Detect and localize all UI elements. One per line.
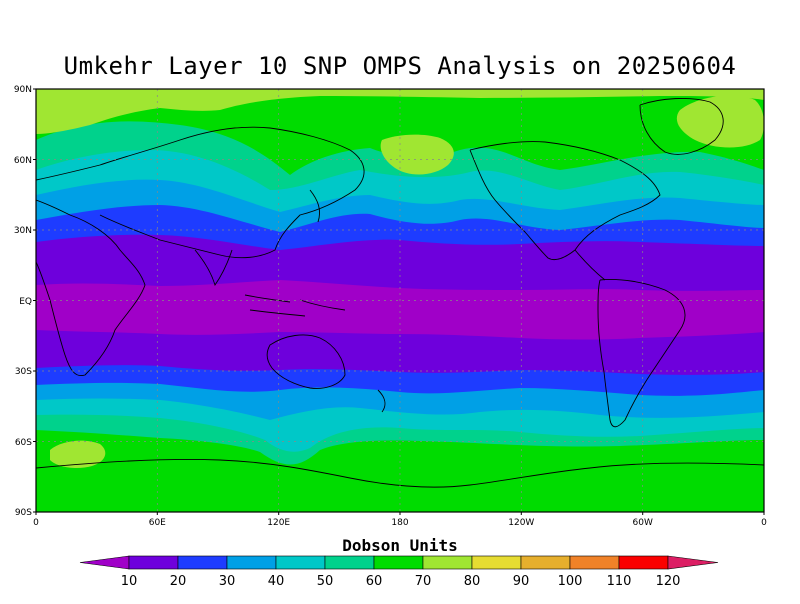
gridlines — [36, 89, 764, 512]
x-tick-labels: 0 60E 120E 180 120W 60W 0 — [33, 518, 767, 528]
coast-indonesia — [244, 294, 346, 317]
xtick-120e: 120E — [267, 518, 290, 528]
colorbar-label: 20 — [170, 574, 187, 589]
coast-australia — [266, 334, 346, 389]
y-tick-labels: 90N 60N 30N EQ 30S 60S 90S — [14, 85, 32, 518]
colorbar-cell — [569, 555, 620, 570]
colorbar-label: 40 — [268, 574, 285, 589]
colorbar-cell — [373, 555, 424, 570]
colorbar-label: 30 — [219, 574, 236, 589]
blob-bering — [380, 134, 454, 175]
coast-africa — [36, 199, 146, 377]
colorbar-title: Dobson Units — [342, 536, 458, 555]
colorbar — [79, 555, 719, 570]
chart-title: Umkehr Layer 10 SNP OMPS Analysis on 202… — [63, 52, 737, 80]
coast-greenland — [639, 98, 724, 155]
colorbar-cell — [324, 555, 375, 570]
ytick-30n: 30N — [14, 226, 32, 236]
colorbar-cell — [618, 555, 669, 570]
coast-south-america — [597, 279, 686, 428]
colorbar-cell — [275, 555, 326, 570]
ytick-60s: 60S — [15, 438, 32, 448]
band-equator — [36, 280, 764, 340]
coast-india — [194, 249, 233, 287]
colorbar-arrow-high — [667, 555, 719, 570]
ytick-60n: 60N — [14, 156, 32, 166]
colorbar-label: 90 — [513, 574, 530, 589]
xtick-60e: 60E — [149, 518, 166, 528]
band-sh-70 — [36, 430, 764, 512]
blob-south-atlantic — [50, 440, 106, 468]
colorbar-cell — [177, 555, 228, 570]
ytick-90n: 90N — [14, 85, 32, 95]
coast-japan — [309, 189, 321, 223]
xtick-0-left: 0 — [33, 518, 39, 528]
xtick-120w: 120W — [508, 518, 534, 528]
coast-central-america — [574, 249, 606, 281]
xtick-0-right: 0 — [761, 518, 767, 528]
colorbar-cell — [226, 555, 277, 570]
colorbar-label: 10 — [121, 574, 138, 589]
blob-greenland — [676, 95, 764, 148]
colorbar-cell — [471, 555, 522, 570]
ytick-90s: 90S — [15, 508, 32, 518]
colorbar-label: 100 — [558, 574, 583, 589]
colorbar-label: 60 — [366, 574, 383, 589]
colorbar-arrow-low — [79, 555, 130, 570]
colorbar-cell — [128, 555, 179, 570]
colorbar-cell — [422, 555, 473, 570]
xtick-60w: 60W — [633, 518, 653, 528]
coast-antarctica — [36, 459, 764, 488]
colorbar-label: 110 — [607, 574, 632, 589]
colorbar-cell — [520, 555, 571, 570]
colorbar-label: 50 — [317, 574, 334, 589]
coast-nz — [377, 389, 386, 413]
coastlines — [36, 98, 764, 488]
coast-north-america — [469, 141, 661, 261]
ytick-30s: 30S — [15, 367, 32, 377]
xtick-180: 180 — [391, 518, 408, 528]
colorbar-labels: 10 20 30 40 50 60 70 80 90 100 110 120 — [121, 574, 681, 589]
x-ticks — [35, 512, 765, 515]
colorbar-label: 80 — [464, 574, 481, 589]
colorbar-label: 70 — [415, 574, 432, 589]
coast-eurasia — [36, 126, 365, 259]
blob-north-polar — [36, 89, 764, 134]
ytick-eq: EQ — [19, 297, 32, 307]
colorbar-label: 120 — [656, 574, 681, 589]
